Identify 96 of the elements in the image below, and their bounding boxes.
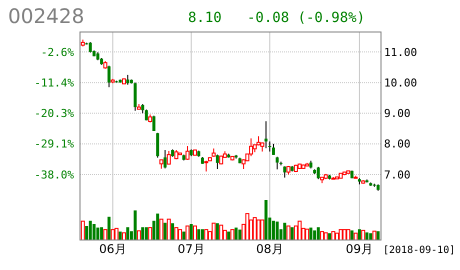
candlestick xyxy=(186,146,190,160)
bar xyxy=(350,230,354,240)
bar xyxy=(358,229,361,240)
y2-tick-label: -2.6% xyxy=(40,46,74,59)
bar xyxy=(286,226,290,240)
bar xyxy=(200,229,204,240)
bar xyxy=(96,228,100,240)
bar xyxy=(88,220,92,240)
bar xyxy=(216,223,219,240)
bar xyxy=(283,222,286,240)
bar xyxy=(80,220,85,240)
bar xyxy=(126,227,130,240)
bar xyxy=(103,229,108,240)
candlestick xyxy=(276,156,279,170)
bar xyxy=(238,230,242,240)
text: [2018-09-10] xyxy=(383,245,456,256)
bar xyxy=(171,223,174,240)
bar xyxy=(328,233,332,240)
bar xyxy=(234,228,238,240)
bar xyxy=(219,224,224,240)
bar xyxy=(141,227,144,240)
y-tick-label: 7.00 xyxy=(384,168,410,182)
bar xyxy=(230,229,234,240)
bar xyxy=(369,233,372,240)
bar xyxy=(276,222,279,240)
candlestick xyxy=(264,120,268,149)
bar xyxy=(227,232,230,240)
bar xyxy=(264,200,268,240)
y2-tick-label: -38.0% xyxy=(34,168,74,182)
bar xyxy=(204,229,208,240)
bar xyxy=(108,216,111,240)
bar xyxy=(320,231,324,240)
candlestick xyxy=(204,160,208,172)
candlestick xyxy=(272,143,275,156)
bar xyxy=(309,228,312,240)
bar xyxy=(190,224,193,240)
bar xyxy=(148,227,152,240)
bar xyxy=(313,230,316,240)
y-tick-label: 8.00 xyxy=(384,138,410,151)
candlestick xyxy=(216,154,219,170)
bar xyxy=(193,226,197,240)
bar xyxy=(256,220,261,240)
candlestick xyxy=(164,150,167,169)
bar xyxy=(159,218,164,240)
y2-tick-label: -11.4% xyxy=(34,76,74,90)
bar xyxy=(372,230,376,240)
bar xyxy=(136,230,141,240)
y-tick-label: 11.00 xyxy=(384,46,418,59)
candlestick xyxy=(144,109,148,121)
bar xyxy=(346,229,350,240)
bar xyxy=(212,222,216,240)
bar xyxy=(114,228,118,240)
candlestick xyxy=(166,150,171,165)
bar xyxy=(178,229,182,240)
bar xyxy=(365,232,368,240)
y-tick-label: 10.00 xyxy=(384,76,418,90)
chart-subtitle: 8.10 -0.08 (-0.98%) xyxy=(188,10,366,26)
candlestick xyxy=(108,65,111,88)
bar xyxy=(298,220,302,240)
candlestick xyxy=(126,74,130,86)
bar xyxy=(354,232,358,240)
bar xyxy=(290,227,294,240)
bar xyxy=(164,222,167,240)
candlestick xyxy=(152,115,156,132)
bar xyxy=(156,214,160,240)
bar xyxy=(92,224,96,240)
bar xyxy=(335,232,340,240)
candlestick xyxy=(156,132,160,158)
candlestick xyxy=(88,42,92,54)
x-tick-label: 08月 xyxy=(256,242,284,256)
candlestick xyxy=(249,138,254,157)
x-tick-label: 06月 xyxy=(99,242,126,256)
candlestick xyxy=(141,104,144,114)
bar xyxy=(361,230,366,240)
candlestick xyxy=(316,166,320,180)
candlestick xyxy=(134,82,137,112)
x-tick-label: 09月 xyxy=(346,242,374,256)
bar xyxy=(316,227,320,240)
bar xyxy=(197,229,200,240)
bar xyxy=(100,227,104,240)
bar xyxy=(260,220,264,240)
bar xyxy=(186,226,190,240)
y2-tick-label: -29.1% xyxy=(34,138,74,151)
bar xyxy=(134,210,137,240)
chart-title: 002428 xyxy=(8,4,84,28)
bar xyxy=(144,227,148,240)
bar xyxy=(376,231,380,240)
bar xyxy=(182,232,186,240)
candlestick xyxy=(256,136,261,146)
x-tick-label: 07月 xyxy=(178,242,205,256)
y2-tick-label: -20.3% xyxy=(34,107,74,120)
bar xyxy=(166,218,171,240)
bar xyxy=(305,228,310,240)
y-tick-label: 9.00 xyxy=(384,107,410,120)
bar xyxy=(118,232,122,240)
bar xyxy=(272,220,275,240)
